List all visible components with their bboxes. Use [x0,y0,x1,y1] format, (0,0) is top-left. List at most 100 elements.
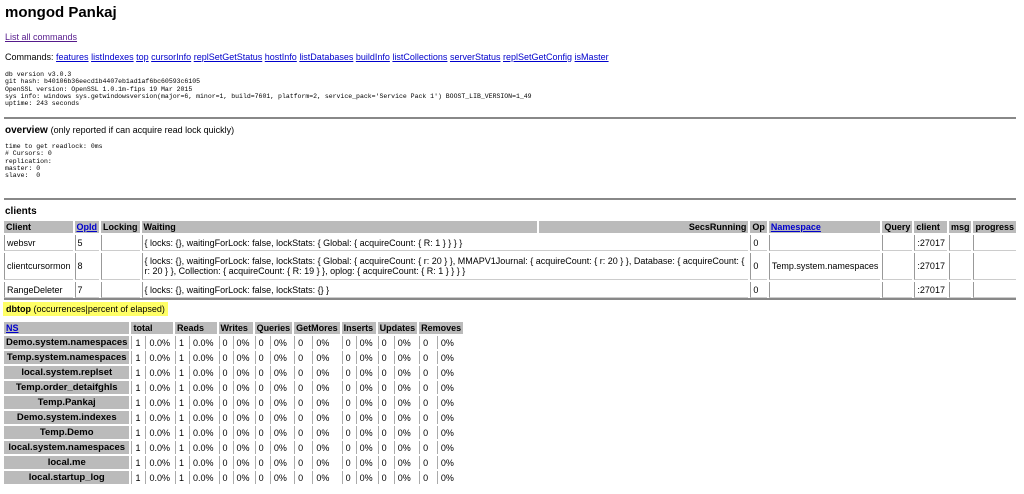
stat-cell: 0% [269,411,292,424]
stat-cell: 1 [175,411,187,424]
command-link-listDatabases[interactable]: listDatabases [299,52,354,62]
table-row: local.system.replset 1 0.0% 1 0.0% 0 0% 0 0% 0 0% 0… [4,366,463,379]
stat-cell: 0% [232,366,253,379]
command-link-listCollections[interactable]: listCollections [392,52,448,62]
command-link-top[interactable]: top [136,52,149,62]
cell-query [882,282,913,298]
stat-cell: 0% [393,381,417,394]
list-all-commands-link[interactable]: List all commands [5,32,78,42]
stat-cell: 0.0% [145,471,173,484]
divider [4,198,1016,200]
stat-cell: 0 [254,336,268,349]
cell-query [882,235,913,251]
stat-cell: 0 [377,351,392,364]
stat-cell: 0 [419,441,435,454]
clients-heading: clients [5,206,37,217]
stat-cell: 0% [232,441,253,454]
cell-namespace: Temp.system.namespaces [768,253,881,280]
stat-cell: 0 [377,456,392,469]
stat-cell: 0% [355,381,376,394]
sort-opid-link[interactable]: OpId [76,222,98,232]
stat-cell: 0 [419,351,435,364]
cell-waiting: { locks: {}, waitingForLock: false, lock… [141,253,749,280]
stat-cell: 0% [269,381,292,394]
cell-op: 0 [750,253,767,280]
table-row: local.system.namespaces 1 0.0% 1 0.0% 0 0% 0 0% 0… [4,441,463,454]
stat-cell: 0 [218,351,231,364]
stat-cell: 0 [218,396,231,409]
column-header-namespace[interactable]: Namespace [768,221,881,233]
stat-cell: 0% [436,366,463,379]
column-header-writes: Writes [218,322,253,334]
cell-progress [973,253,1016,280]
column-header-client: client [914,221,947,233]
command-link-replSetGetConfig[interactable]: replSetGetConfig [503,52,573,62]
column-header-inserts: Inserts [341,322,376,334]
cell-op: 0 [750,235,767,251]
table-row: Temp.Pankaj 1 0.0% 1 0.0% 0 0% 0 0% 0 0% 0 0% 0 0% 0 0% [4,396,463,409]
column-header-progress: progress [973,221,1016,233]
column-header-ns[interactable]: NS [4,322,130,334]
stat-cell: 0 [341,456,354,469]
command-link-hostInfo[interactable]: hostInfo [264,52,297,62]
column-header-opid[interactable]: OpId [74,221,100,233]
cell-progress [973,235,1016,251]
stat-cell: 0.0% [189,411,217,424]
stat-cell: 0.0% [145,351,173,364]
stat-cell: 0% [312,396,339,409]
stat-cell: 0.0% [145,336,173,349]
stat-cell: 0% [269,471,292,484]
stat-cell: 0.0% [145,366,173,379]
command-link-replSetGetStatus[interactable]: replSetGetStatus [193,52,263,62]
namespace-cell: Demo.system.namespaces [4,336,130,349]
sort-namespace-link[interactable]: Namespace [770,222,821,232]
stat-cell: 0 [218,471,231,484]
table-row: Demo.system.namespaces 1 0.0% 1 0.0% 0 0% 0 0% 0 0… [4,336,463,349]
sort-ns-link[interactable]: NS [6,323,19,333]
stat-cell: 1 [175,441,187,454]
overview-note: (only reported if can acquire read lock … [50,125,235,135]
cell-client: :27017 [914,253,947,280]
stat-cell: 0% [232,396,253,409]
stat-cell: 0 [419,396,435,409]
stat-cell: 0 [419,336,435,349]
column-header-op: Op [750,221,767,233]
stat-cell: 0 [419,366,435,379]
stat-cell: 1 [131,396,143,409]
stat-cell: 0 [419,381,435,394]
stat-cell: 0 [377,411,392,424]
stat-cell: 0 [341,471,354,484]
stat-cell: 0 [218,411,231,424]
namespace-cell: Temp.order_detaifghls [4,381,130,394]
stat-cell: 0% [312,441,339,454]
cell-waiting: { locks: {}, waitingForLock: false, lock… [141,282,749,298]
stat-cell: 1 [175,396,187,409]
stat-cell: 0.0% [189,366,217,379]
command-link-isMaster[interactable]: isMaster [574,52,609,62]
namespace-cell: Demo.system.indexes [4,411,130,424]
stat-cell: 0% [436,441,463,454]
stat-cell: 1 [131,456,143,469]
cell-client: :27017 [914,282,947,298]
command-link-listIndexes[interactable]: listIndexes [91,52,134,62]
command-link-serverStatus[interactable]: serverStatus [449,52,501,62]
stat-cell: 0% [355,471,376,484]
command-link-features[interactable]: features [56,52,89,62]
stat-cell: 0% [269,426,292,439]
stat-cell: 0 [218,381,231,394]
stat-cell: 0 [294,366,310,379]
cell-msg [948,282,972,298]
command-link-cursorInfo[interactable]: cursorInfo [151,52,192,62]
stat-cell: 0% [232,411,253,424]
stat-cell: 0% [269,396,292,409]
namespace-cell: Temp.system.namespaces [4,351,130,364]
column-header-queries: Queries [254,322,293,334]
stat-cell: 0 [254,366,268,379]
stat-cell: 1 [175,456,187,469]
stat-cell: 0% [355,441,376,454]
command-link-buildInfo[interactable]: buildInfo [355,52,390,62]
stat-cell: 1 [131,411,143,424]
stat-cell: 1 [175,351,187,364]
table-row: Temp.Demo 1 0.0% 1 0.0% 0 0% 0 0% 0 0% 0 0% 0 0% 0 0% [4,426,463,439]
stat-cell: 0 [254,426,268,439]
